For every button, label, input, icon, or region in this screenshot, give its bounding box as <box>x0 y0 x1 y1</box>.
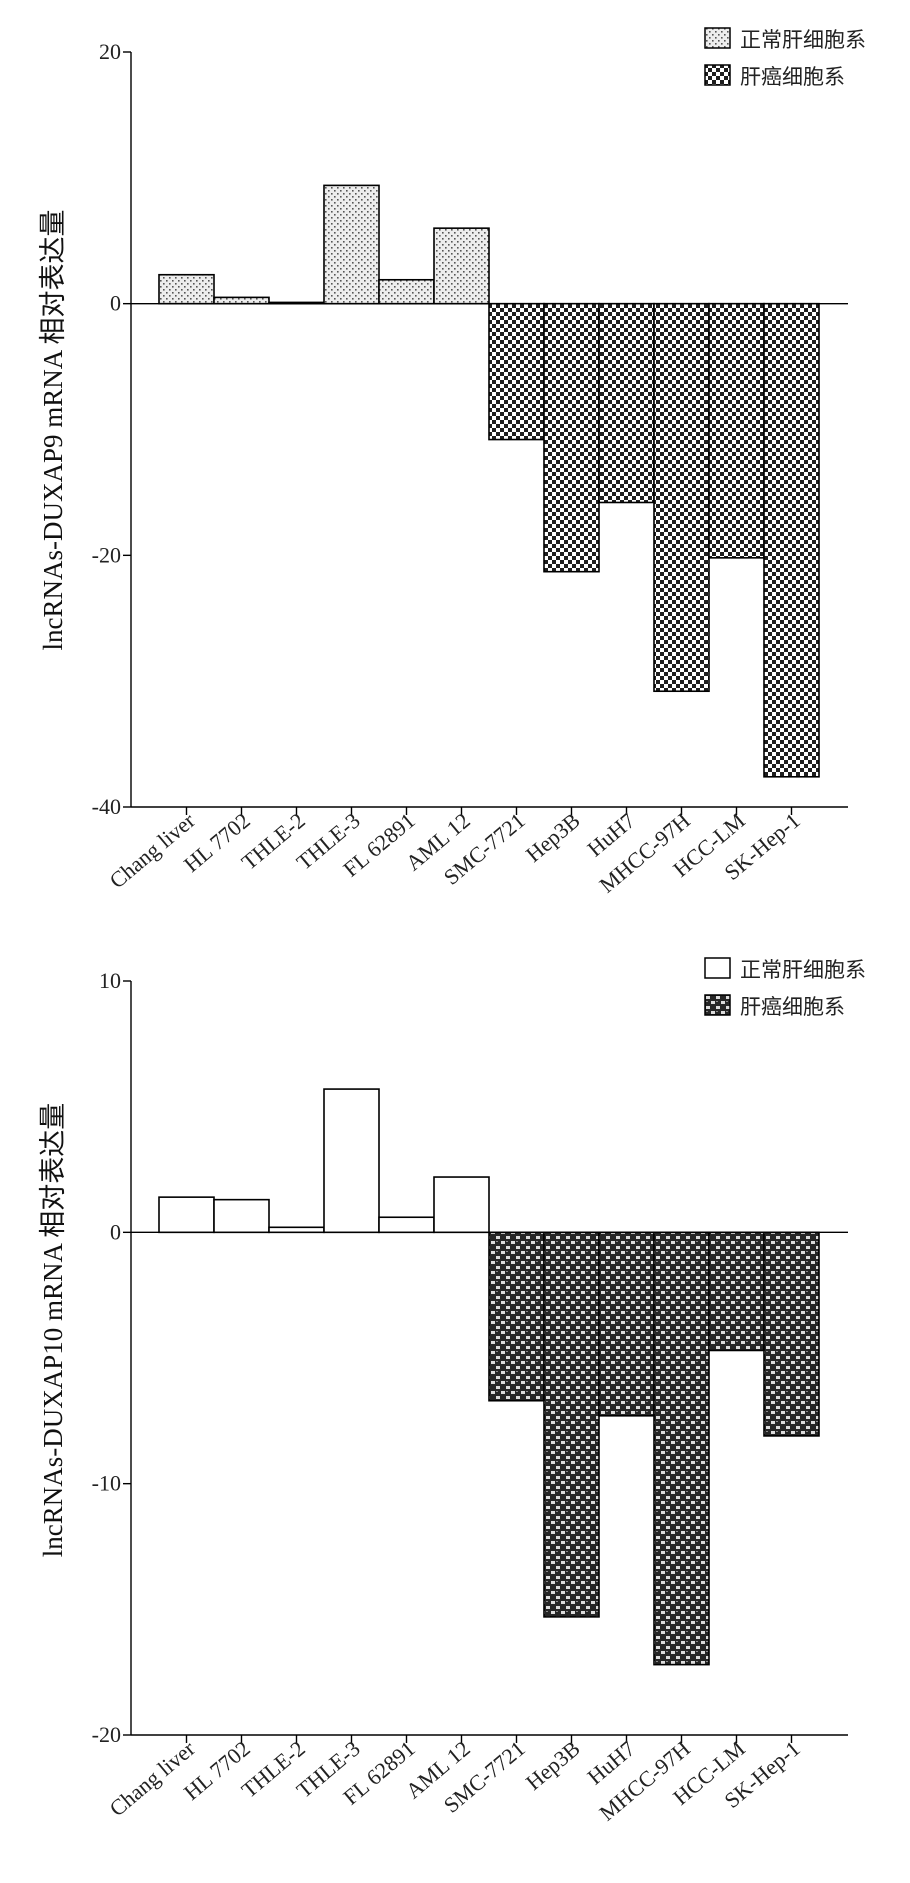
y-axis-label: lncRNAs-DUXAP10 mRNA 相对表达量 <box>38 1103 68 1558</box>
bar-mhcc-97h <box>653 302 710 693</box>
y-tick-label: -10 <box>92 1471 121 1496</box>
legend-label: 正常肝细胞系 <box>740 28 866 52</box>
legend-label: 肝癌细胞系 <box>740 995 845 1019</box>
bar-smc-7721 <box>488 302 545 441</box>
bar-hl-7702 <box>213 1198 270 1234</box>
bar-huh7 <box>598 1231 655 1417</box>
legend-swatch <box>704 957 731 979</box>
legend-swatch <box>704 27 731 49</box>
bar-hcc-lm <box>708 1231 765 1352</box>
x-tick-label: Chang liver <box>105 807 201 893</box>
bar-aml-12 <box>433 1176 490 1234</box>
bar-chang-liver <box>158 1196 215 1234</box>
y-tick-label: -40 <box>92 794 121 819</box>
bar-hep3b <box>543 1231 600 1618</box>
bar-mhcc-97h <box>653 1231 710 1666</box>
bar-sk-hep-1 <box>763 1231 820 1437</box>
y-tick-label: 0 <box>110 1219 121 1244</box>
legend-swatch <box>704 64 731 86</box>
y-axis-label: lncRNAs-DUXAP9 mRNA 相对表达量 <box>38 209 68 650</box>
bar-smc-7721 <box>488 1231 545 1402</box>
bar-hl-7702 <box>213 296 270 305</box>
y-tick-label: 0 <box>110 291 121 316</box>
bar-hcc-lm <box>708 302 765 559</box>
bar-huh7 <box>598 302 655 504</box>
x-tick-label: Hep3B <box>521 1736 585 1795</box>
bar-aml-12 <box>433 227 490 305</box>
legend-label: 正常肝细胞系 <box>740 958 866 982</box>
legend-swatch <box>704 994 731 1016</box>
y-tick-label: -20 <box>92 542 121 567</box>
bar-chang-liver <box>158 273 215 305</box>
bar-fl-62891 <box>378 278 435 305</box>
bar-thle-3 <box>323 184 380 305</box>
bar-thle-3 <box>323 1088 380 1234</box>
bar-hep3b <box>543 302 600 573</box>
y-tick-label: -20 <box>92 1722 121 1747</box>
x-tick-label: Hep3B <box>521 808 585 867</box>
bar-thle-2 <box>268 301 325 305</box>
bar-sk-hep-1 <box>763 302 820 778</box>
y-tick-label: 20 <box>99 39 121 64</box>
bar-fl-62891 <box>378 1216 435 1234</box>
bar-thle-2 <box>268 1226 325 1234</box>
legend-label: 肝癌细胞系 <box>740 65 845 89</box>
x-tick-label: Chang liver <box>105 1735 201 1821</box>
y-tick-label: 10 <box>99 968 121 993</box>
